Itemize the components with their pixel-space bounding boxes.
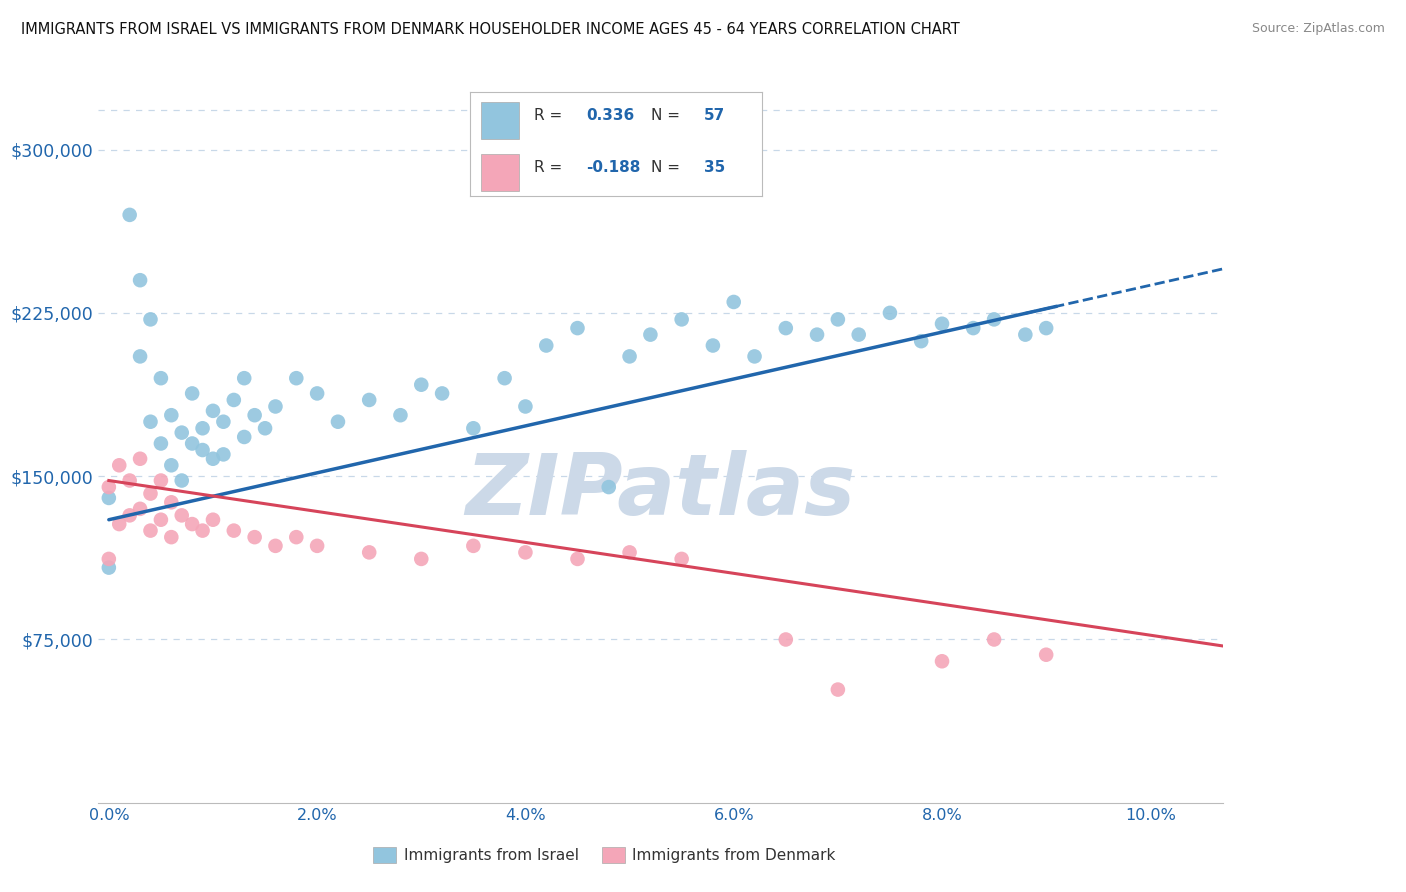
Text: ZIPatlas: ZIPatlas (465, 450, 856, 533)
Point (160, 530, 183, 544)
Point (118, 508, 141, 523)
Point (827, 682, 849, 697)
Point (806, 327, 828, 342)
Point (411, 552, 433, 566)
Point (515, 545, 537, 559)
Point (307, 386, 329, 401)
Point (775, 632, 797, 647)
Point (129, 273, 152, 287)
Point (411, 377, 433, 392)
Point (149, 474, 172, 488)
Point (108, 458, 131, 473)
Point (170, 508, 193, 523)
Point (139, 415, 162, 429)
Point (430, 386, 453, 401)
Point (222, 392, 245, 407)
Legend: Immigrants from Israel, Immigrants from Denmark: Immigrants from Israel, Immigrants from … (367, 841, 842, 869)
Point (160, 408, 183, 422)
Point (671, 312, 693, 326)
Point (671, 552, 693, 566)
Point (827, 312, 849, 326)
Point (744, 350, 766, 364)
Point (201, 404, 224, 418)
Point (567, 321, 589, 335)
Point (170, 474, 193, 488)
Point (129, 350, 152, 364)
Point (139, 524, 162, 538)
Point (264, 400, 287, 414)
Point (97, 480, 120, 494)
Point (201, 451, 224, 466)
Point (910, 334, 932, 348)
Point (139, 312, 162, 326)
Point (359, 392, 381, 407)
Point (931, 654, 953, 668)
Point (983, 632, 1005, 647)
Point (191, 443, 214, 458)
Point (129, 451, 152, 466)
Point (463, 539, 485, 553)
Point (775, 321, 797, 335)
Point (97, 560, 120, 574)
Point (619, 545, 641, 559)
Point (170, 425, 193, 440)
Point (494, 371, 516, 385)
Point (326, 415, 349, 429)
Point (983, 312, 1005, 326)
Point (285, 371, 308, 385)
Point (931, 317, 953, 331)
Point (149, 513, 172, 527)
Point (181, 386, 204, 401)
Point (97, 552, 120, 566)
Point (264, 539, 287, 553)
Point (598, 480, 620, 494)
Point (359, 545, 381, 559)
Point (191, 524, 214, 538)
Text: IMMIGRANTS FROM ISRAEL VS IMMIGRANTS FROM DENMARK HOUSEHOLDER INCOME AGES 45 - 6: IMMIGRANTS FROM ISRAEL VS IMMIGRANTS FRO… (21, 22, 960, 37)
Point (702, 338, 724, 352)
Point (307, 539, 329, 553)
Point (212, 447, 235, 461)
Point (181, 517, 204, 532)
Point (254, 421, 277, 435)
Point (1014, 327, 1036, 342)
Point (108, 517, 131, 532)
Point (212, 415, 235, 429)
Point (723, 295, 745, 310)
Point (233, 371, 256, 385)
Point (389, 408, 412, 422)
Point (640, 327, 662, 342)
Point (181, 436, 204, 450)
Point (118, 208, 141, 222)
Point (243, 408, 266, 422)
Point (222, 524, 245, 538)
Point (463, 421, 485, 435)
Point (1035, 648, 1057, 662)
Point (139, 486, 162, 500)
Text: Source: ZipAtlas.com: Source: ZipAtlas.com (1251, 22, 1385, 36)
Point (1035, 321, 1057, 335)
Point (160, 458, 183, 473)
Point (233, 430, 256, 444)
Point (201, 513, 224, 527)
Point (515, 400, 537, 414)
Point (191, 421, 214, 435)
Point (285, 530, 308, 544)
Point (567, 552, 589, 566)
Point (129, 501, 152, 516)
Point (160, 495, 183, 509)
Point (619, 350, 641, 364)
Point (118, 474, 141, 488)
Point (848, 327, 870, 342)
Point (97, 491, 120, 505)
Point (879, 306, 901, 320)
Point (243, 530, 266, 544)
Point (149, 436, 172, 450)
Point (149, 371, 172, 385)
Point (962, 321, 984, 335)
Point (536, 338, 558, 352)
